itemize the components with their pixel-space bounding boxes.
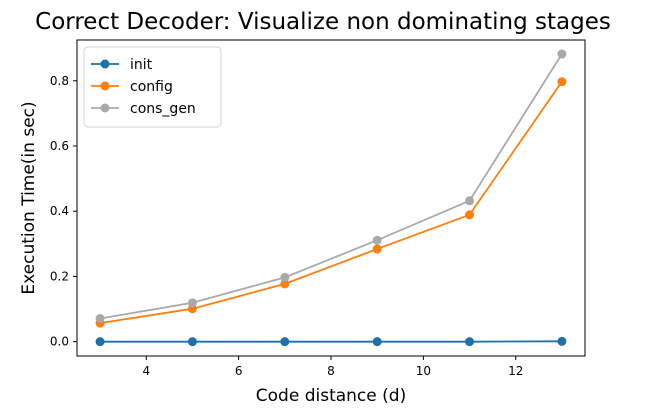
legend-marker-config: [101, 82, 110, 91]
y-tick-label: 0.4: [50, 204, 69, 218]
data-point-init: [188, 337, 197, 346]
y-axis-label: Execution Time(in sec): [19, 101, 39, 294]
y-tick-label: 0.0: [50, 335, 69, 349]
legend: init config cons_gen: [84, 47, 221, 127]
legend-label-cons_gen: cons_gen: [130, 101, 196, 117]
x-axis-ticks: 4 6 8 10 12: [142, 356, 523, 378]
data-point-init: [280, 337, 289, 346]
chart-title: Correct Decoder: Visualize non dominatin…: [35, 9, 611, 35]
legend-marker-init: [101, 60, 110, 69]
data-point-cons_gen: [188, 298, 197, 307]
x-tick-label: 10: [416, 364, 431, 378]
data-point-config: [373, 245, 382, 254]
x-axis-label: Code distance (d): [256, 386, 406, 406]
y-tick-label: 0.2: [50, 269, 69, 283]
x-tick-label: 4: [142, 364, 150, 378]
y-tick-label: 0.6: [50, 139, 69, 153]
data-point-config: [465, 210, 474, 219]
data-point-cons_gen: [465, 196, 474, 205]
x-tick-label: 12: [508, 364, 523, 378]
x-tick-label: 6: [235, 364, 243, 378]
data-point-cons_gen: [557, 50, 566, 59]
data-point-cons_gen: [280, 273, 289, 282]
data-point-init: [557, 337, 566, 346]
data-point-init: [96, 337, 105, 346]
legend-label-config: config: [130, 79, 173, 95]
data-point-init: [465, 337, 474, 346]
legend-marker-cons_gen: [101, 104, 110, 113]
data-point-config: [557, 77, 566, 86]
data-point-cons_gen: [96, 314, 105, 323]
legend-label-init: init: [130, 57, 153, 73]
data-point-init: [373, 337, 382, 346]
x-tick-label: 8: [327, 364, 335, 378]
data-point-cons_gen: [373, 236, 382, 245]
y-axis-ticks: 0.0 0.2 0.4 0.6 0.8: [50, 74, 77, 349]
y-tick-label: 0.8: [50, 74, 69, 88]
